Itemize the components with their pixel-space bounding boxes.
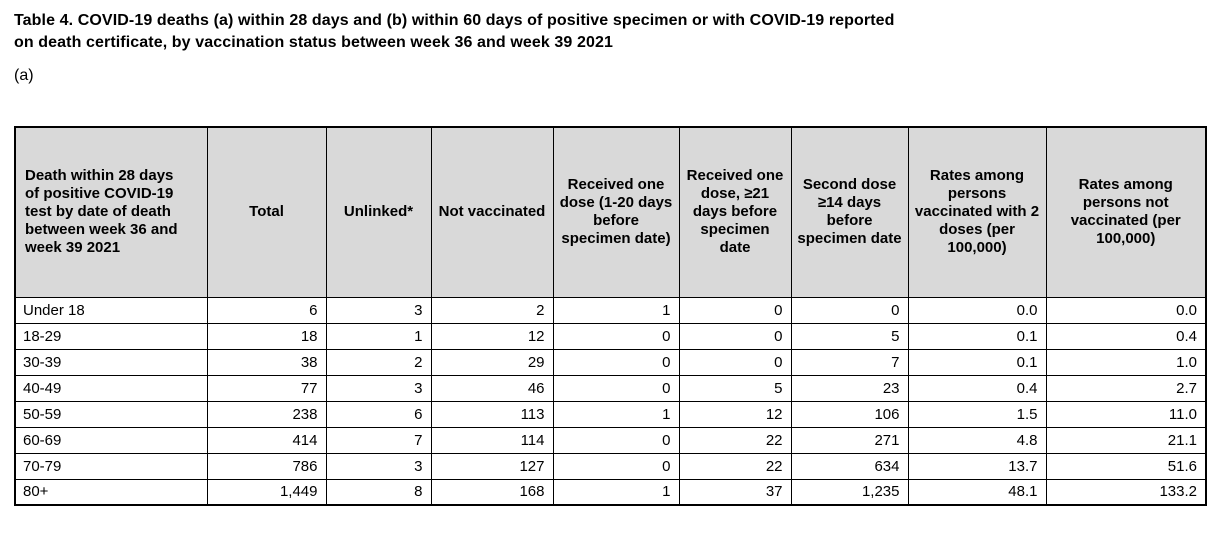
page: Table 4. COVID-19 deaths (a) within 28 d… [14,10,1207,506]
value-cell: 6 [206,296,327,324]
age-group-cell: 60-69 [14,426,208,454]
table-row: 18-29 18 1 12 0 0 5 0.1 0.4 [14,322,1207,350]
value-cell: 18 [206,322,327,350]
value-cell: 1,235 [790,478,909,506]
value-cell: 3 [325,452,432,480]
header-rates-not-vaccinated: Rates among persons not vaccinated (per … [1045,126,1207,298]
value-cell: 1 [552,400,680,428]
value-cell: 13.7 [907,452,1047,480]
value-cell: 1 [325,322,432,350]
value-cell: 3 [325,374,432,402]
header-unlinked: Unlinked* [325,126,432,298]
value-cell: 2.7 [1045,374,1207,402]
value-cell: 1 [552,478,680,506]
age-group-cell: Under 18 [14,296,208,324]
value-cell: 0 [552,452,680,480]
value-cell: 12 [678,400,792,428]
table-title-line2: on death certificate, by vaccination sta… [14,34,613,51]
table-header: Death within 28 days of positive COVID-1… [14,126,1207,298]
age-group-cell: 40-49 [14,374,208,402]
value-cell: 0 [790,296,909,324]
table-row: 70-79 786 3 127 0 22 634 13.7 51.6 [14,452,1207,480]
value-cell: 2 [430,296,554,324]
header-row: Death within 28 days of positive COVID-1… [14,126,1207,298]
value-cell: 106 [790,400,909,428]
age-group-cell: 50-59 [14,400,208,428]
header-not-vaccinated: Not vaccinated [430,126,554,298]
value-cell: 634 [790,452,909,480]
value-cell: 0 [552,322,680,350]
value-cell: 0.0 [1045,296,1207,324]
value-cell: 786 [206,452,327,480]
value-cell: 12 [430,322,554,350]
value-cell: 1.0 [1045,348,1207,376]
value-cell: 1 [552,296,680,324]
table-row: 50-59 238 6 113 1 12 106 1.5 11.0 [14,400,1207,428]
value-cell: 11.0 [1045,400,1207,428]
value-cell: 4.8 [907,426,1047,454]
value-cell: 29 [430,348,554,376]
value-cell: 2 [325,348,432,376]
value-cell: 38 [206,348,327,376]
value-cell: 46 [430,374,554,402]
value-cell: 168 [430,478,554,506]
value-cell: 7 [790,348,909,376]
value-cell: 5 [678,374,792,402]
value-cell: 3 [325,296,432,324]
value-cell: 0.4 [907,374,1047,402]
value-cell: 77 [206,374,327,402]
value-cell: 0 [678,348,792,376]
value-cell: 0.0 [907,296,1047,324]
value-cell: 1.5 [907,400,1047,428]
table-row: 80+ 1,449 8 168 1 37 1,235 48.1 133.2 [14,478,1207,506]
age-group-cell: 18-29 [14,322,208,350]
value-cell: 0 [678,296,792,324]
value-cell: 0 [552,426,680,454]
age-group-cell: 30-39 [14,348,208,376]
value-cell: 271 [790,426,909,454]
section-label-a: (a) [14,67,34,84]
table-title-line1: Table 4. COVID-19 deaths (a) within 28 d… [14,12,895,29]
table-row: 60-69 414 7 114 0 22 271 4.8 21.1 [14,426,1207,454]
value-cell: 0 [678,322,792,350]
value-cell: 0 [552,348,680,376]
value-cell: 0.4 [1045,322,1207,350]
covid-deaths-table: Death within 28 days of positive COVID-1… [14,126,1207,506]
value-cell: 6 [325,400,432,428]
age-group-cell: 70-79 [14,452,208,480]
value-cell: 0.1 [907,322,1047,350]
table-body: Under 18 6 3 2 1 0 0 0.0 0.0 18-29 18 1 12 0 0 5 0.1 0.4 3… [14,296,1207,506]
value-cell: 114 [430,426,554,454]
table-row: 30-39 38 2 29 0 0 7 0.1 1.0 [14,348,1207,376]
header-one-dose-1-20: Received one dose (1-20 days before spec… [552,126,680,298]
header-one-dose-21plus: Received one dose, ≥21 days before speci… [678,126,792,298]
age-group-cell: 80+ [14,478,208,506]
header-rates-vaccinated: Rates among persons vaccinated with 2 do… [907,126,1047,298]
value-cell: 127 [430,452,554,480]
value-cell: 7 [325,426,432,454]
table-title: Table 4. COVID-19 deaths (a) within 28 d… [14,10,1205,54]
table-row: 40-49 77 3 46 0 5 23 0.4 2.7 [14,374,1207,402]
value-cell: 23 [790,374,909,402]
header-second-dose-14plus: Second dose ≥14 days before specimen dat… [790,126,909,298]
value-cell: 51.6 [1045,452,1207,480]
header-total: Total [206,126,327,298]
value-cell: 0.1 [907,348,1047,376]
value-cell: 414 [206,426,327,454]
value-cell: 21.1 [1045,426,1207,454]
value-cell: 22 [678,426,792,454]
value-cell: 22 [678,452,792,480]
value-cell: 238 [206,400,327,428]
value-cell: 113 [430,400,554,428]
value-cell: 48.1 [907,478,1047,506]
value-cell: 37 [678,478,792,506]
value-cell: 8 [325,478,432,506]
value-cell: 0 [552,374,680,402]
value-cell: 5 [790,322,909,350]
value-cell: 1,449 [206,478,327,506]
header-age-group: Death within 28 days of positive COVID-1… [14,126,208,298]
table-row: Under 18 6 3 2 1 0 0 0.0 0.0 [14,296,1207,324]
value-cell: 133.2 [1045,478,1207,506]
